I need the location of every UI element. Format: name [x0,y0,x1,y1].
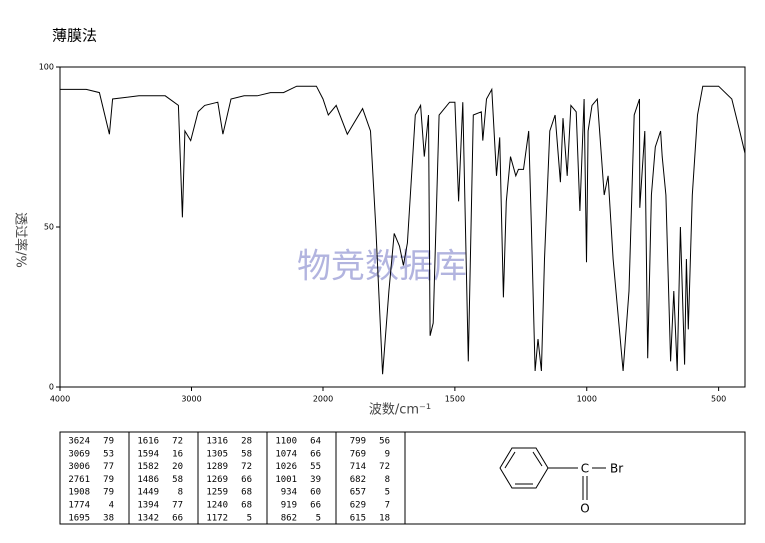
table-cell: 5 [316,513,321,523]
table-cell: 18 [379,513,390,523]
table-cell: 16 [172,449,183,459]
table-cell: 1908 [68,488,90,498]
x-tick-label: 500 [711,395,726,404]
table-cell: 72 [241,462,252,472]
table-cell: 629 [350,501,366,511]
table-cell: 55 [310,462,321,472]
table-cell: 769 [350,449,366,459]
table-cell: 615 [350,513,366,523]
table-cell: 64 [310,437,321,447]
table-cell: 72 [172,437,183,447]
table-cell: 8 [385,475,390,485]
table-cell: 66 [310,501,321,511]
table-cell: 919 [281,501,297,511]
table-cell: 5 [385,488,390,498]
table-cell: 77 [103,462,114,472]
watermark: 物竞数据库 [297,247,467,287]
y-axis-label: 透过率/% [13,212,29,268]
chart-title: 薄膜法 [52,27,97,45]
table-cell: 1240 [206,501,228,511]
table-cell: 56 [379,437,390,447]
table-cell: 66 [241,475,252,485]
table-cell: 1172 [206,513,228,523]
table-cell: 77 [172,501,183,511]
atom-label: C [581,462,589,476]
x-tick-label: 1500 [445,395,465,404]
table-cell: 1026 [275,462,297,472]
table-cell: 3006 [68,462,90,472]
table-cell: 1316 [206,437,228,447]
table-cell: 5 [247,513,252,523]
table-cell: 39 [310,475,321,485]
table-cell: 66 [310,449,321,459]
table-cell: 53 [103,449,114,459]
table-cell: 2761 [68,475,90,485]
table-cell: 4 [109,501,114,511]
table-cell: 38 [103,513,114,523]
plot-frame [59,66,746,388]
molecule [499,447,606,500]
table-cell: 1305 [206,449,228,459]
table-cell: 1342 [137,513,159,523]
atom-label: Br [610,462,623,476]
table-cell: 714 [350,462,366,472]
y-tick-label: 100 [39,63,54,72]
x-tick-label: 4000 [50,395,70,404]
table-frame [59,431,746,525]
x-tick-label: 2000 [313,395,333,404]
table-cell: 1269 [206,475,228,485]
table-cell: 862 [281,513,297,523]
table-cell: 3624 [68,437,90,447]
spectrum-line [60,85,746,375]
table-cell: 1695 [68,513,90,523]
table-cell: 1594 [137,449,159,459]
x-axis-label: 波数/cm⁻¹ [369,403,431,418]
table-cell: 9 [385,449,390,459]
table-cell: 1100 [275,437,297,447]
table-cell: 58 [172,475,183,485]
table-cell: 1289 [206,462,228,472]
x-tick-label: 1000 [577,395,597,404]
table-cell: 682 [350,475,366,485]
table-cell: 934 [281,488,297,498]
y-tick-label: 0 [49,383,54,392]
table-cell: 7 [385,501,390,511]
table-cell: 1582 [137,462,159,472]
table-cell: 66 [172,513,183,523]
x-tick-label: 3000 [181,395,201,404]
table-cell: 79 [103,488,114,498]
table-cell: 72 [379,462,390,472]
table-cell: 1394 [137,501,159,511]
table-cell: 1074 [275,449,297,459]
table-cell: 20 [172,462,183,472]
table-cell: 60 [310,488,321,498]
y-tick-label: 50 [44,223,54,232]
table-cell: 3069 [68,449,90,459]
table-cell: 58 [241,449,252,459]
table-cell: 657 [350,488,366,498]
table-cell: 1616 [137,437,159,447]
table-cell: 68 [241,488,252,498]
table-cell: 1259 [206,488,228,498]
table-cell: 1001 [275,475,297,485]
table-cell: 1486 [137,475,159,485]
table-cell: 79 [103,437,114,447]
table-cell: 8 [178,488,183,498]
table-cell: 68 [241,501,252,511]
table-cell: 1774 [68,501,90,511]
table-cell: 79 [103,475,114,485]
table-cell: 1449 [137,488,159,498]
table-cell: 799 [350,437,366,447]
atom-label: O [580,502,589,516]
table-cell: 28 [241,437,252,447]
